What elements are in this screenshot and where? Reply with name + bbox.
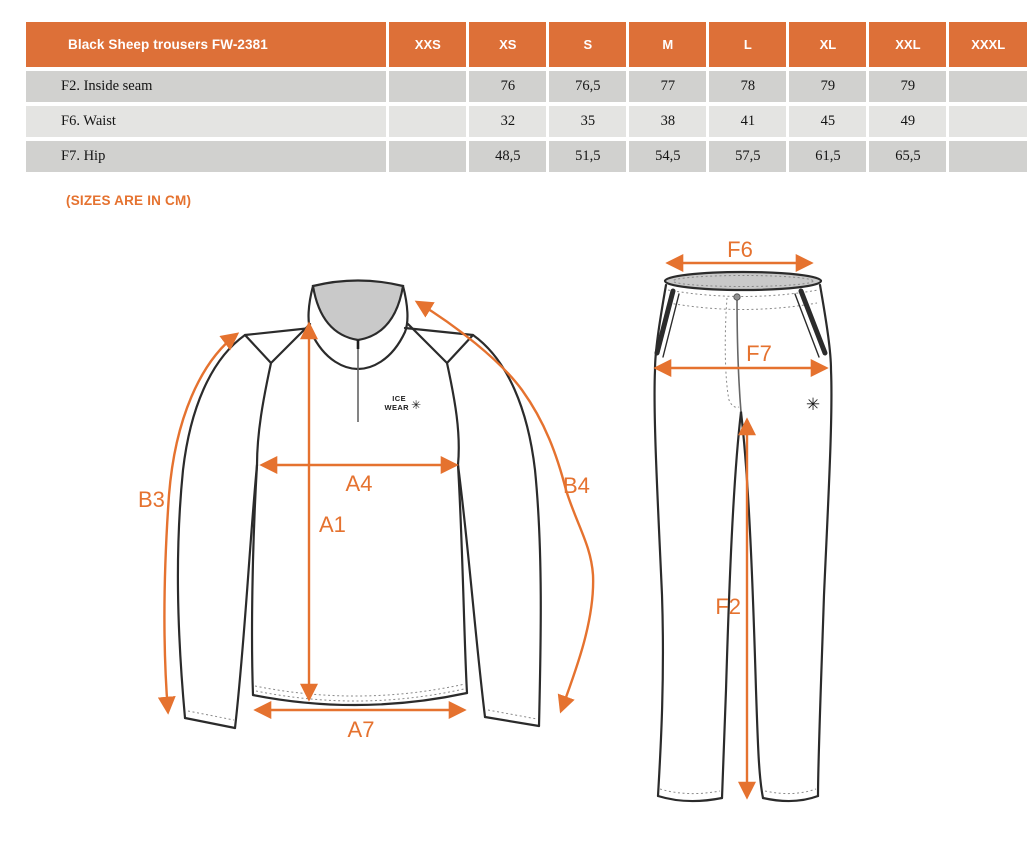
measurement-arrows bbox=[157, 300, 595, 719]
trousers-outline bbox=[653, 283, 833, 803]
cell bbox=[389, 71, 467, 102]
waistband bbox=[663, 270, 823, 292]
col-header-xxxl: XXXL bbox=[949, 22, 1027, 67]
measurement-labels: B3 B4 A4 A1 A7 bbox=[138, 471, 590, 742]
label-a7: A7 bbox=[348, 717, 375, 742]
cell: 57,5 bbox=[709, 141, 787, 172]
col-header-s: S bbox=[549, 22, 627, 67]
row-label: F7. Hip bbox=[26, 141, 387, 172]
logo-line1: ICE bbox=[392, 394, 406, 403]
trousers-diagram: ✳ F6 F7 F2 bbox=[653, 240, 833, 803]
cell: 49 bbox=[869, 106, 947, 137]
cell: 79 bbox=[869, 71, 947, 102]
col-header-xl: XL bbox=[789, 22, 867, 67]
waistband-stitching bbox=[659, 275, 819, 795]
cell: 65,5 bbox=[869, 141, 947, 172]
row-label: F6. Waist bbox=[26, 106, 387, 137]
fly bbox=[724, 293, 742, 413]
cell: 76 bbox=[469, 71, 547, 102]
label-b4: B4 bbox=[563, 473, 590, 498]
col-header-m: M bbox=[629, 22, 707, 67]
table-row: F6. Waist 32 35 38 41 45 49 bbox=[26, 106, 1027, 137]
label-b3: B3 bbox=[138, 487, 165, 512]
logo-line2: WEAR bbox=[384, 403, 409, 412]
cell bbox=[949, 106, 1027, 137]
cell: 61,5 bbox=[789, 141, 867, 172]
b4-arrow bbox=[414, 300, 595, 714]
table-row: F7. Hip 48,5 51,5 54,5 57,5 61,5 65,5 bbox=[26, 141, 1027, 172]
b3-arrow bbox=[157, 332, 240, 715]
cell: 35 bbox=[549, 106, 627, 137]
cell: 41 bbox=[709, 106, 787, 137]
table-row: F2. Inside seam 76 76,5 77 78 79 79 bbox=[26, 71, 1027, 102]
cell bbox=[949, 71, 1027, 102]
measurement-labels: F6 F7 F2 bbox=[715, 240, 772, 619]
label-f6: F6 bbox=[727, 240, 753, 262]
cell: 79 bbox=[789, 71, 867, 102]
table-header-row: Black Sheep trousers FW-2381 XXS XS S M … bbox=[26, 22, 1027, 67]
left-pocket bbox=[654, 288, 676, 356]
cell: 48,5 bbox=[469, 141, 547, 172]
row-label: F2. Inside seam bbox=[26, 71, 387, 102]
shirt-diagram: ICE WEAR ✳ B3 B4 A4 A1 A7 bbox=[138, 279, 595, 742]
cell: 32 bbox=[469, 106, 547, 137]
cell: 38 bbox=[629, 106, 707, 137]
snowflake-icon: ✳ bbox=[806, 395, 820, 415]
cell: 51,5 bbox=[549, 141, 627, 172]
label-f7: F7 bbox=[746, 341, 772, 366]
label-f2: F2 bbox=[715, 594, 741, 619]
cell bbox=[389, 141, 467, 172]
snowflake-icon: ✳ bbox=[411, 398, 421, 412]
units-note: (SIZES ARE IN CM) bbox=[66, 193, 192, 208]
right-pocket bbox=[798, 288, 828, 356]
pockets bbox=[654, 288, 828, 358]
cell bbox=[949, 141, 1027, 172]
label-a1: A1 bbox=[319, 512, 346, 537]
table-title: Black Sheep trousers FW-2381 bbox=[26, 22, 387, 67]
col-header-xxl: XXL bbox=[869, 22, 947, 67]
cell: 78 bbox=[709, 71, 787, 102]
col-header-xs: XS bbox=[469, 22, 547, 67]
waist-button bbox=[733, 293, 741, 301]
cell: 45 bbox=[789, 106, 867, 137]
label-a4: A4 bbox=[346, 471, 373, 496]
size-table: Black Sheep trousers FW-2381 XXS XS S M … bbox=[23, 18, 1030, 176]
cell: 77 bbox=[629, 71, 707, 102]
measurement-arrows bbox=[653, 254, 829, 800]
brand-logo: ICE WEAR ✳ bbox=[384, 394, 421, 412]
cell: 54,5 bbox=[629, 141, 707, 172]
cell bbox=[389, 106, 467, 137]
shirt-outline bbox=[176, 322, 542, 730]
cell: 76,5 bbox=[549, 71, 627, 102]
col-header-l: L bbox=[709, 22, 787, 67]
col-header-xxs: XXS bbox=[389, 22, 467, 67]
